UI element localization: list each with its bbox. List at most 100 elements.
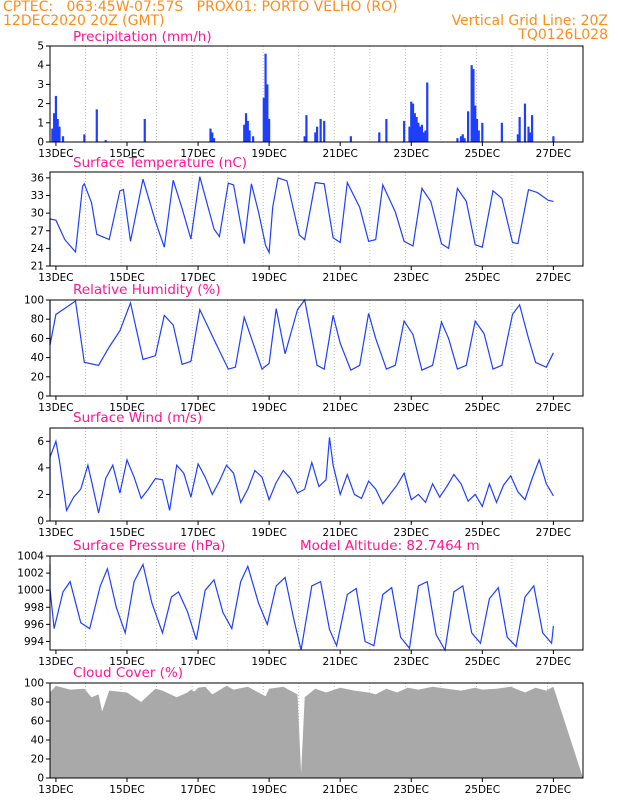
precip-bar (470, 65, 473, 142)
panel-frame (49, 45, 584, 143)
precip-bar (424, 130, 427, 142)
panel-title: Cloud Cover (%) (73, 665, 183, 681)
precip-bar (266, 84, 269, 142)
y-tick-label: 80 (31, 697, 44, 709)
precip-bar (456, 138, 459, 142)
y-tick-label: 60 (31, 716, 44, 728)
y-tick-label: 100 (24, 678, 44, 690)
panel-frame (49, 555, 584, 651)
precip-bar (403, 120, 406, 142)
x-tick-label: 25DEC (465, 402, 500, 414)
x-tick-label: 25DEC (465, 527, 500, 539)
y-tick-label: 3 (37, 79, 44, 91)
y-tick-label: 21 (31, 261, 44, 273)
x-tick-label: 13DEC (38, 402, 73, 414)
surface-pressure-line (49, 562, 554, 652)
y-tick-label: 40 (31, 352, 44, 364)
y-tick-label: 1002 (17, 568, 44, 580)
panel-cloud-cover: 0 20 40 60 80 100 13DEC 15DEC 17DEC 19DEC 21DEC 23D… (24, 665, 584, 796)
x-tick-label: 13DEC (38, 148, 73, 160)
precip-bar (56, 118, 59, 142)
surface-wind-line (49, 437, 554, 514)
x-tick-label: 17DEC (180, 272, 215, 284)
precip-bar (252, 136, 255, 142)
header-run-time: 12DEC2020 20Z (GMT) (3, 13, 165, 29)
precip-bar (422, 132, 425, 142)
x-tick-label: 27DEC (536, 272, 571, 284)
precip-bar (315, 126, 319, 142)
x-tick-label: 21DEC (322, 272, 357, 284)
x-tick-label: 17DEC (180, 402, 215, 414)
precip-bar (51, 128, 54, 142)
y-tick-label: 4 (37, 60, 44, 72)
precip-bar (523, 103, 527, 142)
precip-bar (413, 113, 416, 142)
precip-bar (349, 136, 352, 142)
x-tick-label: 19DEC (251, 148, 286, 160)
precip-bar (385, 118, 388, 142)
y-tick-label: 100 (24, 295, 44, 307)
y-tick-label: 24 (31, 243, 45, 255)
precip-bar (314, 132, 317, 142)
y-tick-label: 36 (31, 172, 45, 184)
x-tick-label: 17DEC (180, 784, 215, 796)
precip-bar (83, 134, 86, 142)
precip-bar (305, 115, 308, 142)
x-tick-label: 21DEC (322, 402, 357, 414)
panel-surface-wind: 0 2 4 6 13DEC 15DEC 17DEC 19DEC 21DEC 23DEC 25DEC 2… (37, 410, 584, 539)
precip-bar (53, 113, 56, 142)
x-tick-label: 21DEC (322, 148, 357, 160)
precip-bar (244, 113, 248, 142)
panel-frame (49, 682, 584, 779)
precip-bar (475, 118, 479, 142)
y-tick-label: 60 (31, 333, 44, 345)
x-tick-label: 27DEC (536, 656, 571, 668)
x-tick-label: 27DEC (536, 148, 571, 160)
x-tick-label: 15DEC (109, 784, 144, 796)
precip-bar (472, 69, 475, 142)
x-tick-label: 23DEC (394, 784, 429, 796)
x-tick-label: 15DEC (109, 527, 144, 539)
relative-humidity-line (49, 298, 554, 371)
x-tick-label: 23DEC (394, 402, 429, 414)
precip-bar (529, 132, 532, 142)
panel-frame (49, 299, 584, 397)
precip-bar (268, 118, 271, 142)
panel-surface-pressure: 994 996 998 1000 1002 1004 13DEC 15DEC 17DEC 19DE… (17, 538, 584, 668)
x-tick-label: 13DEC (38, 656, 73, 668)
header-station: CPTEC: 063:45W-07:57S PROX01: PORTO VELH… (3, 0, 398, 15)
precip-bar (143, 118, 146, 142)
y-tick-label: 996 (24, 619, 44, 631)
x-tick-label: 19DEC (251, 656, 286, 668)
x-tick-label: 27DEC (536, 402, 571, 414)
panel-title: Surface Wind (m/s) (73, 410, 202, 426)
precip-bar (262, 97, 265, 142)
x-tick-label: 15DEC (109, 272, 144, 284)
y-tick-label: 5 (37, 41, 44, 53)
precip-bar (303, 136, 306, 142)
precip-bar (243, 124, 246, 142)
precip-bar (516, 134, 519, 142)
precip-bar (246, 120, 249, 142)
x-tick-label: 23DEC (394, 656, 429, 668)
precip-bar (54, 95, 58, 142)
y-tick-label: 1000 (17, 585, 44, 597)
precip-bar (417, 122, 420, 142)
x-tick-label: 13DEC (38, 784, 73, 796)
precip-bar (481, 122, 484, 142)
y-tick-label: 30 (31, 208, 44, 220)
panel-surface-temperature: 21 24 27 30 33 36 13DEC 15DEC 17DEC 19DEC 21DEC 23D… (31, 155, 584, 284)
x-tick-label: 19DEC (251, 402, 286, 414)
y-tick-label: 1 (37, 117, 44, 129)
precip-bar (211, 132, 214, 142)
panel-frame (49, 427, 584, 522)
y-tick-label: 0 (37, 391, 44, 403)
panel-title: Surface Pressure (hPa) (73, 538, 226, 554)
x-tick-label: 25DEC (465, 272, 500, 284)
precip-bar (411, 103, 415, 142)
x-tick-label: 21DEC (322, 527, 357, 539)
x-tick-label: 23DEC (394, 272, 429, 284)
x-tick-label: 13DEC (38, 527, 73, 539)
precip-bar (248, 130, 251, 142)
